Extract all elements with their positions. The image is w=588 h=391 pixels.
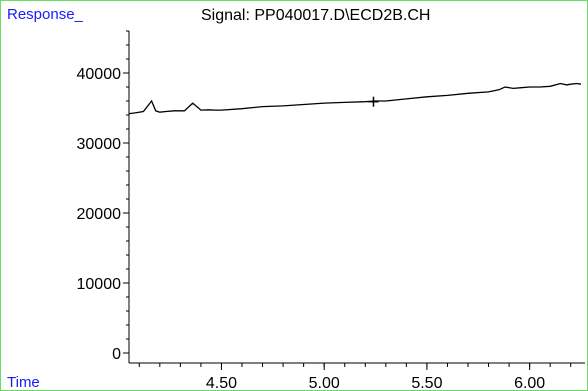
signal-trace-0 (128, 82, 582, 115)
x-axis-label: Time (7, 374, 40, 391)
y-axis-label: Response_ (7, 6, 83, 23)
x-tick-label-2: 5.50 (411, 375, 442, 390)
x-tick-label-1: 5.00 (309, 375, 340, 390)
y-tick-label-0: 0 (112, 346, 121, 363)
y-tick-label-4: 40000 (77, 66, 122, 83)
chart-title: Signal: PP040017.D\ECD2B.CH (201, 7, 431, 24)
x-tick-label-0: 4.50 (206, 375, 237, 390)
x-tick-label-3: 6.00 (514, 375, 545, 390)
y-tick-label-3: 30000 (77, 136, 122, 153)
y-tick-label-1: 10000 (77, 276, 122, 293)
y-tick-label-2: 20000 (77, 206, 122, 223)
